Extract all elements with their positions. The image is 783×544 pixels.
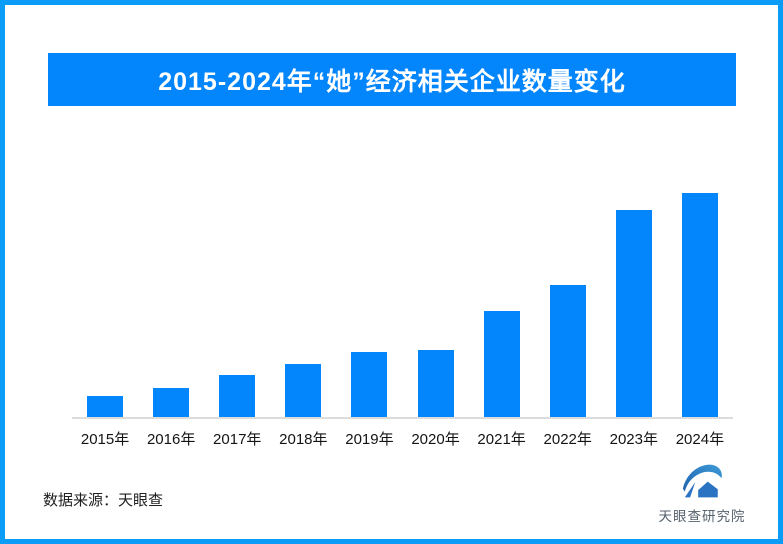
bar-2017年 (219, 375, 256, 417)
data-source-note: 数据来源：天眼查 (43, 492, 164, 509)
bar-2024年 (681, 193, 718, 417)
bar-2021年 (483, 311, 520, 417)
chart-title-banner: 2015-2024年“她”经济相关企业数量变化 (48, 53, 736, 106)
x-axis-label-2019年: 2019年 (345, 431, 394, 448)
x-axis-labels: 2015年 2016年 2017年 2018年 2019年 2020年 2021年 2022年… (72, 428, 733, 449)
bar-column-2017年 (204, 193, 270, 417)
bar-column-2023年 (601, 193, 667, 417)
x-axis-label-2018年: 2018年 (279, 431, 328, 448)
x-axis-label-2021年: 2021年 (477, 431, 526, 448)
bar-column-2019年 (336, 193, 402, 417)
bar-2018年 (285, 364, 322, 417)
x-axis-label-2016年: 2016年 (146, 431, 196, 448)
chart-title: 2015-2024年“她”经济相关企业数量变化 (158, 67, 626, 96)
bar-column-2022年 (535, 193, 601, 417)
bar-column-2016年 (138, 193, 204, 417)
bar-2023年 (615, 210, 652, 417)
bar-column-2024年 (667, 193, 733, 417)
bar-2016年 (153, 388, 190, 417)
brand-logo: 天眼查研究院 (650, 462, 754, 525)
bar-column-2015年 (72, 193, 138, 417)
x-axis-label-2020年: 2020年 (411, 431, 460, 448)
bar-column-2020年 (402, 193, 468, 417)
bar-2019年 (351, 352, 388, 417)
x-axis-label-2022年: 2022年 (543, 431, 592, 448)
tianyancha-eye-icon (682, 464, 722, 498)
x-axis-label-2017年: 2017年 (213, 431, 262, 448)
brand-logo-text: 天眼查研究院 (658, 509, 746, 524)
bar-column-2018年 (270, 193, 336, 417)
bar-column-2021年 (469, 193, 535, 417)
x-axis-label-2015年: 2015年 (80, 431, 130, 448)
x-axis-label-2024年: 2024年 (675, 431, 725, 448)
bar-2022年 (549, 285, 586, 417)
bar-2015年 (87, 396, 124, 417)
bar-2020年 (417, 350, 454, 417)
x-axis-label-2023年: 2023年 (609, 431, 658, 448)
bar-chart-plot-area (72, 193, 733, 419)
